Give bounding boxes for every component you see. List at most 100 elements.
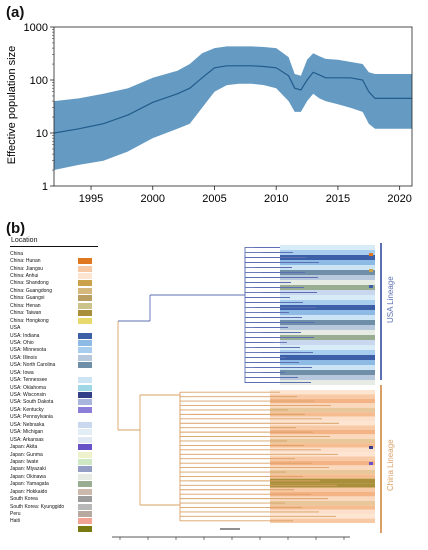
tip-stripe	[280, 315, 375, 320]
legend-item: USA: Oklahoma	[10, 384, 106, 391]
tip-stripe	[270, 478, 375, 484]
tip-stripe	[280, 270, 375, 275]
tip-stripe	[280, 250, 375, 255]
legend-item: China: Hongkong	[10, 317, 106, 324]
tip-stripe	[280, 300, 375, 305]
legend-swatch	[78, 525, 92, 532]
tip-marker	[369, 446, 373, 449]
legend-item: USA: Ohio	[10, 339, 106, 346]
legend-item-label: USA: Indiana	[10, 332, 40, 339]
legend-item: Japan: Yamagata	[10, 481, 106, 488]
legend-item: China: Anhui	[10, 272, 106, 280]
tip-stripe	[280, 360, 375, 365]
legend-item: Japan: Iwate	[10, 458, 106, 465]
tip-stripe	[280, 265, 375, 270]
legend-item-label: China: Shandong	[10, 280, 49, 287]
tip-stripe	[280, 275, 375, 280]
legend-item: USA: Wisconsin	[10, 391, 106, 399]
legend-title: Location	[11, 237, 38, 244]
legend-item-label: USA: Nebraska	[10, 421, 45, 428]
tip-stripe	[270, 398, 375, 404]
tip-stripe	[270, 429, 375, 435]
legend-swatch	[78, 473, 92, 480]
median-line	[53, 65, 412, 134]
tip-stripe	[270, 407, 375, 413]
legend-item-label: Haiti	[10, 518, 21, 525]
hpd-band	[54, 46, 412, 170]
legend-item-label: Japan: Iwate	[10, 458, 39, 465]
legend-item-label: South Korea: Kyunggido	[10, 503, 65, 510]
legend-swatch	[78, 273, 92, 280]
legend-item: USA: Kentucky	[10, 406, 106, 413]
tip-stripe	[270, 438, 375, 444]
legend-item: South Korea	[10, 495, 106, 503]
tip-stripe	[280, 290, 375, 295]
tip-marker	[369, 285, 373, 288]
legend-item: USA: Tennessee	[10, 376, 106, 384]
legend-swatch	[78, 458, 92, 465]
legend-swatch	[78, 511, 92, 518]
legend-swatch	[78, 436, 92, 443]
legend-item: Japan: Akita	[10, 443, 106, 451]
tip-stripe	[280, 375, 375, 380]
panel-b-label: (b)	[6, 220, 26, 237]
tip-stripe	[280, 380, 375, 385]
legend-item-label: USA: Ohio	[10, 339, 34, 346]
legend-swatch	[78, 295, 92, 302]
legend-item-label: China: Hunan	[10, 258, 41, 265]
tip-stripe	[270, 456, 375, 461]
legend-item: Japan: Miyazaki	[10, 466, 106, 473]
legend-swatch	[78, 377, 92, 384]
legend-item-label: China: Guangxi	[10, 295, 45, 302]
legend-item-label: Japan: Akita	[10, 444, 38, 451]
tip-stripe	[280, 255, 375, 260]
legend-swatch	[78, 399, 92, 406]
legend-item: Haiti	[10, 518, 106, 525]
legend-swatch	[78, 325, 92, 332]
legend-item: USA: Pennsylvania	[10, 414, 106, 421]
tip-stripe	[280, 340, 375, 345]
legend-item-label: USA	[10, 325, 21, 332]
location-legend: Location China China: Hunan China: Jiangsu…	[10, 237, 106, 533]
legend-item-label: USA: Oklahoma	[10, 384, 46, 391]
legend-swatch	[78, 392, 92, 399]
legend-swatch	[78, 280, 92, 287]
tip-stripe	[280, 320, 375, 325]
legend-swatch	[78, 466, 92, 473]
tip-marker	[369, 462, 373, 465]
legend-item: Japan: Okinawa	[10, 473, 106, 480]
legend-swatch	[78, 362, 92, 369]
x-tick-label: 2020	[387, 193, 411, 205]
legend-swatch	[78, 310, 92, 317]
legend-item: China: Hunan	[10, 257, 106, 265]
legend-item: USA: North Carolina	[10, 362, 106, 369]
legend-item-label: Peru	[10, 511, 21, 518]
legend-swatch	[78, 369, 92, 376]
x-tick-label: 1995	[79, 193, 103, 205]
legend-swatch	[78, 414, 92, 421]
legend-swatch	[78, 518, 92, 525]
y-tick-label: 1	[42, 181, 48, 193]
legend-item: China: Jiangsu	[10, 265, 106, 272]
legend-item-label: Japan: Miyazaki	[10, 466, 46, 473]
legend-swatch	[78, 451, 92, 458]
legend-swatch	[78, 258, 92, 265]
tip-stripe	[270, 443, 375, 448]
legend-item-label: China: Guangdong	[10, 287, 52, 294]
tip-stripe	[280, 365, 375, 370]
tip-stripe	[270, 447, 375, 453]
tip-stripe	[280, 310, 375, 315]
legend-item: South Korea: Kyunggido	[10, 503, 106, 510]
tip-stripe	[270, 394, 375, 399]
y-axis-label: Effective population size	[6, 46, 18, 164]
usa-lineage-label: USA Lineage	[386, 276, 395, 324]
legend-item: Japan: Gunma	[10, 451, 106, 458]
legend-swatch	[78, 332, 92, 339]
population-size-chart: 1 10 100 1000 1995 2000 2005 2010 2015 2020 Effec…	[6, 22, 413, 205]
tip-stripe	[280, 370, 375, 375]
tip-stripe	[280, 355, 375, 360]
legend-item-label: China: Anhui	[10, 273, 39, 280]
legend-item-label: USA: North Carolina	[10, 362, 56, 369]
legend-item: China	[10, 250, 106, 257]
tip-stripe	[280, 335, 375, 340]
